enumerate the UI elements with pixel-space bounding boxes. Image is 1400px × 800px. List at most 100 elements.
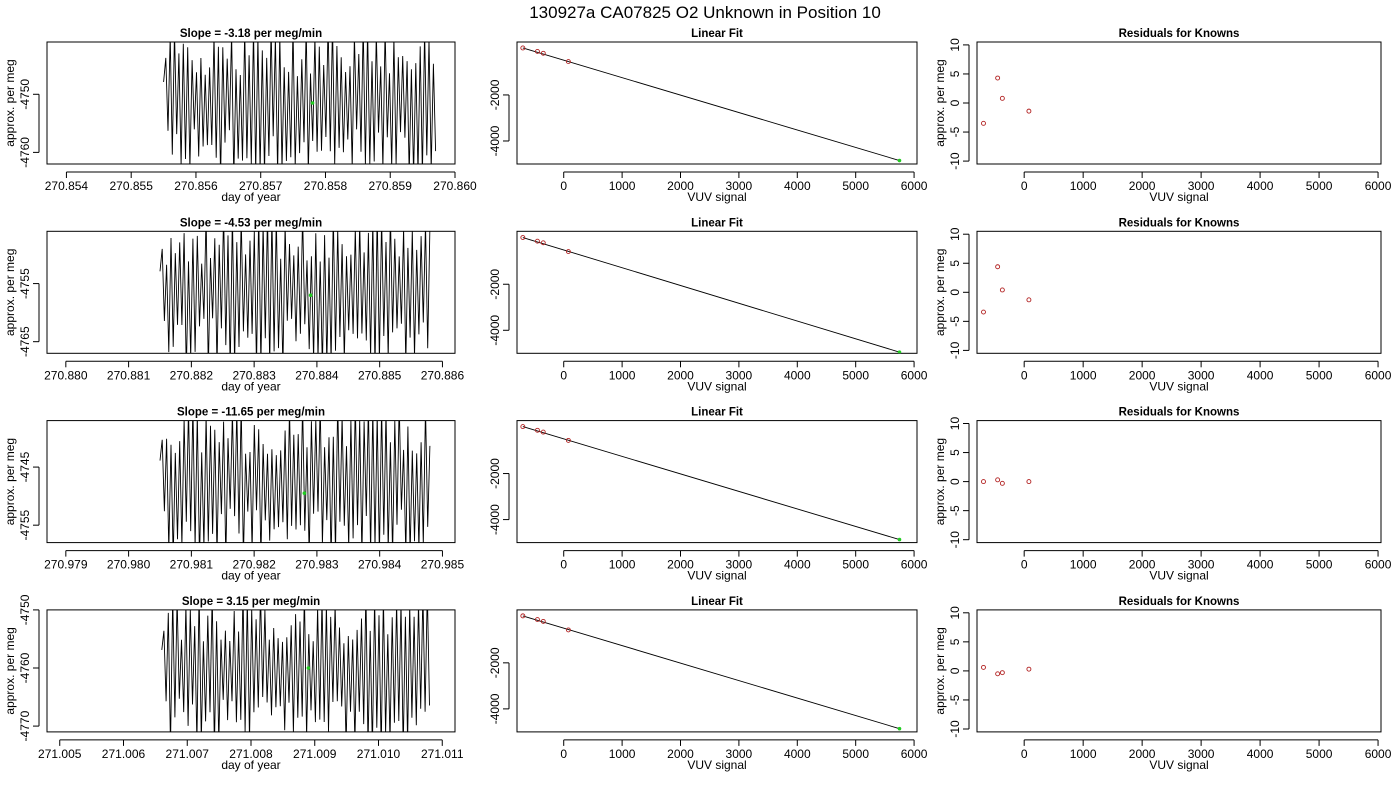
x-tick-label: 4000 <box>1247 747 1274 761</box>
unknown-point <box>897 726 902 731</box>
y-tick-label: 5 <box>948 260 962 267</box>
plot-area <box>159 420 431 543</box>
x-tick-label: 0 <box>560 179 567 193</box>
panel-3-residuals: Residuals for Knowns 0 1000 2000 3000 4000 500… <box>933 407 1392 583</box>
x-tick-label: 2000 <box>1129 558 1156 572</box>
y-tick-label: 10 <box>948 227 962 241</box>
fit-line <box>522 426 900 541</box>
plot-frame <box>516 609 918 733</box>
x-tick-label: 1000 <box>1070 368 1097 382</box>
x-tick-label: 6000 <box>1365 368 1392 382</box>
panel-title: Residuals for Knowns <box>1119 407 1240 419</box>
known-point <box>540 429 546 435</box>
y-tick-label: 0 <box>948 478 962 485</box>
x-tick-label: 3000 <box>726 179 753 193</box>
unknown-mean-marker <box>308 293 313 298</box>
panel-title: Linear Fit <box>691 407 743 419</box>
x-tick-label: 4000 <box>1247 558 1274 572</box>
plot-area <box>163 42 437 164</box>
measurement-trace <box>161 609 430 732</box>
plot-area <box>159 231 431 354</box>
y-axis-label: approx. per meg <box>933 627 947 714</box>
x-axis-label: VUV signal <box>1149 379 1208 393</box>
x-tick-label: 1000 <box>609 368 636 382</box>
plot-frame <box>516 230 918 354</box>
y-tick-label: 10 <box>948 38 962 52</box>
plot-frame <box>976 41 1382 165</box>
x-tick-label: 0 <box>560 558 567 572</box>
residual-point <box>999 95 1005 101</box>
residual-point <box>981 479 986 485</box>
panel-title: Linear Fit <box>691 217 743 229</box>
plot-frame <box>46 609 456 733</box>
known-point <box>520 424 526 430</box>
y-tick-label: -4760 <box>18 652 32 683</box>
y-tick-label: -4750 <box>18 79 32 110</box>
x-tick-label: 5000 <box>1306 747 1333 761</box>
unknown-point <box>897 350 902 354</box>
x-tick-label: 6000 <box>901 558 928 572</box>
y-tick-label: -5 <box>948 126 962 137</box>
y-tick-label: -5 <box>948 694 962 705</box>
x-tick-label: 2000 <box>667 179 694 193</box>
residual-point <box>999 670 1005 676</box>
x-tick-label: 1000 <box>1070 558 1097 572</box>
x-tick-label: 270.979 <box>44 558 88 572</box>
residual-point <box>995 264 1001 270</box>
y-tick-label: 5 <box>948 70 962 77</box>
x-tick-label: 270.884 <box>295 368 339 382</box>
y-tick-label: -5 <box>948 505 962 516</box>
x-tick-label: 4000 <box>1247 179 1274 193</box>
known-point <box>540 618 546 624</box>
y-axis-label: approx. per meg <box>933 438 947 525</box>
y-tick-label: -10 <box>948 152 962 170</box>
x-tick-label: 271.010 <box>357 747 401 761</box>
x-tick-label: 270.854 <box>45 179 89 193</box>
y-axis-label: approx. per meg <box>3 438 17 525</box>
x-tick-label: 270.856 <box>174 179 218 193</box>
y-axis-label: approx. per meg <box>933 249 947 336</box>
y-axis-label: approx. per meg <box>933 59 947 146</box>
known-point <box>565 249 571 255</box>
panel-title: Slope = -3.18 per meg/min <box>180 28 322 40</box>
unknown-point <box>897 537 902 542</box>
y-tick-label: -10 <box>948 341 962 359</box>
y-tick-label: -10 <box>948 720 962 738</box>
y-tick-label: -2000 <box>488 269 502 300</box>
residual-point <box>1026 666 1032 672</box>
y-tick-label: -4755 <box>18 268 32 299</box>
y-tick-label: 0 <box>948 289 962 296</box>
panel-title: Slope = 3.15 per meg/min <box>182 596 320 608</box>
x-tick-label: 270.883 <box>232 368 276 382</box>
plot-area <box>161 609 430 732</box>
x-tick-label: 0 <box>1021 368 1028 382</box>
panel-1-residuals: Residuals for Knowns 0 1000 2000 3000 4000 500… <box>933 28 1392 204</box>
x-tick-label: 270.886 <box>421 368 465 382</box>
x-tick-label: 270.980 <box>107 558 151 572</box>
x-tick-label: 5000 <box>842 558 869 572</box>
y-tick-label: -4000 <box>488 125 502 156</box>
x-tick-label: 4000 <box>784 368 811 382</box>
figure-title: 130927a CA07825 O2 Unknown in Position 1… <box>529 3 881 22</box>
y-tick-label: -4765 <box>18 326 32 357</box>
x-axis-label: VUV signal <box>687 379 746 393</box>
panel-1-time-series: Slope = -3.18 per meg/min 270.854 270.855 2… <box>3 28 477 204</box>
known-point <box>520 45 526 51</box>
y-tick-label: 0 <box>948 99 962 106</box>
panel-4-linear-fit: Linear Fit 0 1000 2000 3000 4000 5000 6000 VUV s… <box>488 596 928 772</box>
plot-frame <box>516 41 918 165</box>
known-point <box>534 238 540 244</box>
y-tick-label: 5 <box>948 449 962 456</box>
x-tick-label: 5000 <box>842 368 869 382</box>
plot-frame <box>46 420 456 544</box>
x-tick-label: 0 <box>560 368 567 382</box>
y-tick-label: -5 <box>948 316 962 327</box>
x-tick-label: 270.885 <box>358 368 402 382</box>
fit-line <box>522 615 900 730</box>
unknown-point <box>897 158 902 163</box>
y-axis-label: approx. per meg <box>3 249 17 336</box>
x-tick-label: 4000 <box>784 558 811 572</box>
x-tick-label: 2000 <box>1129 747 1156 761</box>
y-tick-label: -10 <box>948 531 962 549</box>
y-axis-label: approx. per meg <box>3 59 17 146</box>
